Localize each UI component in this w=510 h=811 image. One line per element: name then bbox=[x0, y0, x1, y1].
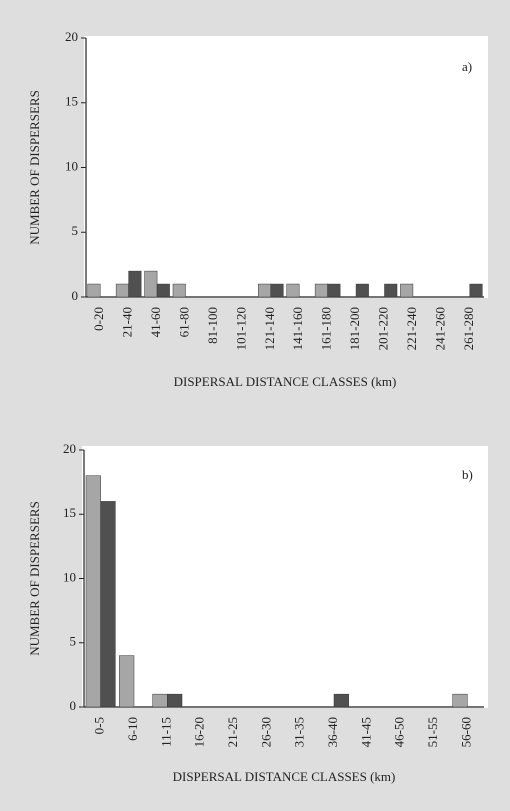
x-tick-label: 31-35 bbox=[292, 717, 307, 747]
y-axis-title: NUMBER OF DISPERSERS bbox=[27, 90, 42, 245]
x-tick-label: 0-5 bbox=[92, 717, 107, 734]
x-tick-label: 141-160 bbox=[290, 307, 305, 350]
bar bbox=[258, 283, 272, 298]
y-tick-label: 20 bbox=[65, 29, 78, 44]
y-tick-label: 15 bbox=[65, 94, 78, 109]
x-axis-title: DISPERSAL DISTANCE CLASSES (km) bbox=[174, 374, 397, 389]
x-tick-label: 36-40 bbox=[325, 717, 340, 747]
x-tick-label: 101-120 bbox=[233, 307, 248, 350]
x-tick-label: 0-20 bbox=[91, 307, 106, 331]
bar bbox=[400, 283, 414, 298]
bar bbox=[286, 283, 300, 298]
annotation: b) bbox=[462, 467, 473, 482]
x-tick-label: 6-10 bbox=[125, 717, 140, 741]
bar bbox=[156, 283, 170, 298]
x-tick-label: 21-25 bbox=[225, 717, 240, 747]
plot-area-b bbox=[82, 446, 488, 708]
y-tick-label: 10 bbox=[63, 569, 76, 584]
x-tick-label: 181-200 bbox=[347, 307, 362, 350]
x-tick-label: 81-100 bbox=[205, 307, 220, 344]
x-axis-title: DISPERSAL DISTANCE CLASSES (km) bbox=[173, 769, 396, 784]
x-tick-label: 56-60 bbox=[458, 717, 473, 747]
x-tick-label: 46-50 bbox=[392, 717, 407, 747]
x-tick-label: 26-30 bbox=[258, 717, 273, 747]
bar bbox=[384, 283, 398, 298]
y-tick-label: 0 bbox=[70, 698, 77, 713]
y-tick-label: 0 bbox=[72, 288, 79, 303]
y-tick-label: 20 bbox=[63, 441, 76, 456]
x-tick-label: 261-280 bbox=[461, 307, 476, 350]
bar bbox=[119, 655, 135, 708]
bar bbox=[85, 475, 101, 708]
bar bbox=[87, 283, 101, 298]
x-tick-label: 121-140 bbox=[262, 307, 277, 350]
y-tick-label: 5 bbox=[70, 634, 77, 649]
bar bbox=[152, 693, 168, 708]
bar bbox=[144, 270, 158, 298]
bar bbox=[355, 283, 369, 298]
x-tick-label: 221-240 bbox=[404, 307, 419, 350]
x-tick-label: 41-45 bbox=[358, 717, 373, 747]
annotation: a) bbox=[462, 59, 472, 74]
y-tick-label: 15 bbox=[63, 505, 76, 520]
x-tick-label: 61-80 bbox=[176, 307, 191, 337]
x-tick-label: 41-60 bbox=[148, 307, 163, 337]
x-tick-label: 201-220 bbox=[375, 307, 390, 350]
bar bbox=[314, 283, 328, 298]
x-tick-label: 51-55 bbox=[425, 717, 440, 747]
bar bbox=[128, 270, 142, 298]
bar bbox=[327, 283, 341, 298]
x-tick-label: 11-15 bbox=[158, 717, 173, 747]
bar bbox=[172, 283, 186, 298]
y-tick-label: 10 bbox=[65, 158, 78, 173]
y-tick-label: 5 bbox=[72, 223, 79, 238]
x-tick-label: 16-20 bbox=[192, 717, 207, 747]
bar bbox=[100, 501, 116, 708]
bar bbox=[452, 693, 468, 708]
bar bbox=[167, 693, 183, 708]
bar bbox=[270, 283, 284, 298]
bar bbox=[469, 283, 483, 298]
plot-area-a bbox=[84, 36, 488, 298]
bar bbox=[333, 693, 349, 708]
y-axis-title: NUMBER OF DISPERSERS bbox=[27, 501, 42, 656]
bar bbox=[115, 283, 129, 298]
x-tick-label: 21-40 bbox=[120, 307, 135, 337]
x-tick-label: 161-180 bbox=[319, 307, 334, 350]
x-tick-label: 241-260 bbox=[432, 307, 447, 350]
